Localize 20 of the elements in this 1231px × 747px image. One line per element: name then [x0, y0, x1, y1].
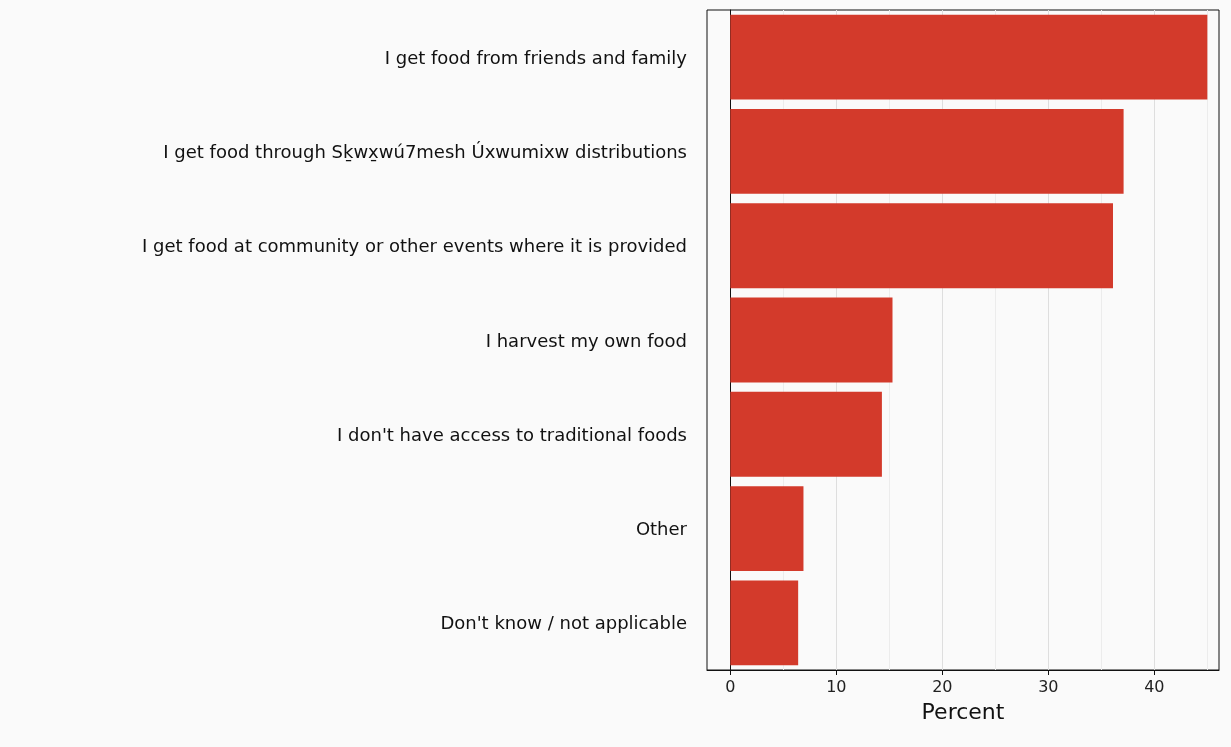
bar — [730, 580, 799, 666]
x-tick-label: 0 — [725, 676, 736, 696]
y-tick-label: I don't have access to traditional foods — [337, 423, 687, 445]
y-tick-label: I get food at community or other events where it is provided — [142, 235, 687, 257]
bar — [730, 109, 1124, 194]
y-tick-label: Don't know / not applicable — [440, 612, 687, 634]
bar — [730, 14, 1208, 100]
bar — [730, 486, 804, 571]
x-tick-label: 10 — [826, 676, 847, 696]
x-tick-label: 40 — [1144, 676, 1165, 696]
bar — [730, 391, 882, 477]
y-tick-label: I get food from friends and family — [384, 46, 688, 68]
bar — [730, 297, 893, 383]
x-axis-title: Percent — [921, 698, 1005, 724]
x-tick-label: 20 — [932, 676, 953, 696]
y-tick-label: Other — [635, 518, 688, 540]
x-tick-label: 30 — [1038, 676, 1059, 696]
y-tick-label: I get food through Sḵwx̱wú7mesh Úxwumixw distributions — [163, 140, 687, 162]
y-tick-label: I harvest my own food — [485, 329, 687, 351]
bar — [730, 203, 1113, 289]
